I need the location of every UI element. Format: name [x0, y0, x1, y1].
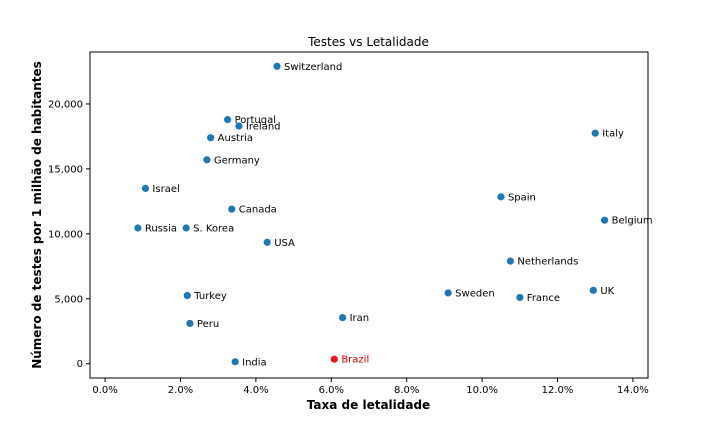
point-label: Germany: [214, 155, 260, 166]
point-label: Iran: [350, 313, 370, 324]
point-label: Canada: [239, 205, 277, 216]
x-tick-label: 8.0%: [394, 385, 419, 396]
y-tick-label: 0: [77, 359, 83, 370]
point-label: Belgium: [612, 216, 653, 227]
point-label: Peru: [197, 319, 219, 330]
point-label: Switzerland: [284, 62, 342, 73]
data-point: [444, 289, 452, 297]
point-label: Sweden: [455, 288, 495, 299]
data-point: [330, 355, 338, 363]
x-tick-label: 4.0%: [243, 385, 268, 396]
data-point: [186, 319, 194, 328]
x-tick-label: 2.0%: [168, 385, 193, 396]
x-axis-label: Taxa de letalidade: [307, 398, 430, 412]
data-point: [207, 134, 215, 142]
plot-frame: [89, 51, 649, 379]
data-point: [183, 291, 191, 300]
y-tick-label: 15,000: [48, 164, 83, 175]
data-point: [134, 224, 142, 232]
data-point: [231, 358, 239, 366]
point-label: Portugal: [235, 115, 276, 126]
data-point: [182, 224, 190, 232]
data-point: [497, 193, 505, 201]
y-tick-label: 10,000: [48, 229, 83, 240]
data-point: [235, 122, 243, 130]
data-point: [228, 205, 236, 213]
data-point: [339, 314, 347, 322]
y-tick-label: 5,000: [54, 294, 83, 305]
point-label: S. Korea: [193, 223, 234, 234]
point-label: Ireland: [246, 122, 281, 133]
y-tick-label: 20,000: [48, 99, 83, 110]
x-tick-label: 6.0%: [319, 385, 344, 396]
x-tick-label: 14.0%: [617, 385, 649, 396]
point-label: Russia: [145, 223, 177, 234]
x-tick-label: 12.0%: [542, 385, 574, 396]
data-point: [506, 257, 514, 265]
data-point: [224, 115, 232, 124]
data-point: [601, 216, 609, 224]
point-label: USA: [274, 238, 295, 249]
point-label: India: [242, 357, 267, 368]
point-label: Austria: [218, 133, 253, 144]
x-tick-label: 10.0%: [466, 385, 498, 396]
x-axis: 0.0% 2.0% 4.0% 6.0% 8.0% 10.0% 12.0% 14.0%: [92, 378, 649, 396]
point-label: Spain: [508, 192, 536, 203]
point-label: France: [527, 293, 560, 304]
point-label: Turkey: [193, 291, 227, 302]
point-label: Israel: [152, 184, 179, 195]
data-point: [273, 62, 281, 70]
chart-title: Testes vs Letalidade: [307, 35, 429, 49]
y-axis-label: Número de testes por 1 milhão de habitan…: [30, 61, 44, 369]
data-point: [203, 156, 211, 164]
point-label: UK: [600, 286, 614, 297]
data-point: [263, 238, 271, 246]
data-point: [141, 184, 150, 192]
x-tick-label: 0.0%: [92, 385, 117, 396]
data-point: [589, 286, 597, 294]
point-label: Brazil: [341, 355, 369, 366]
y-axis: 0 5,000 10,000 15,000 20,000: [48, 99, 90, 370]
data-point: [516, 293, 524, 302]
point-label: Italy: [602, 129, 624, 140]
point-label: Netherlands: [517, 257, 578, 268]
data-point: [591, 129, 599, 137]
